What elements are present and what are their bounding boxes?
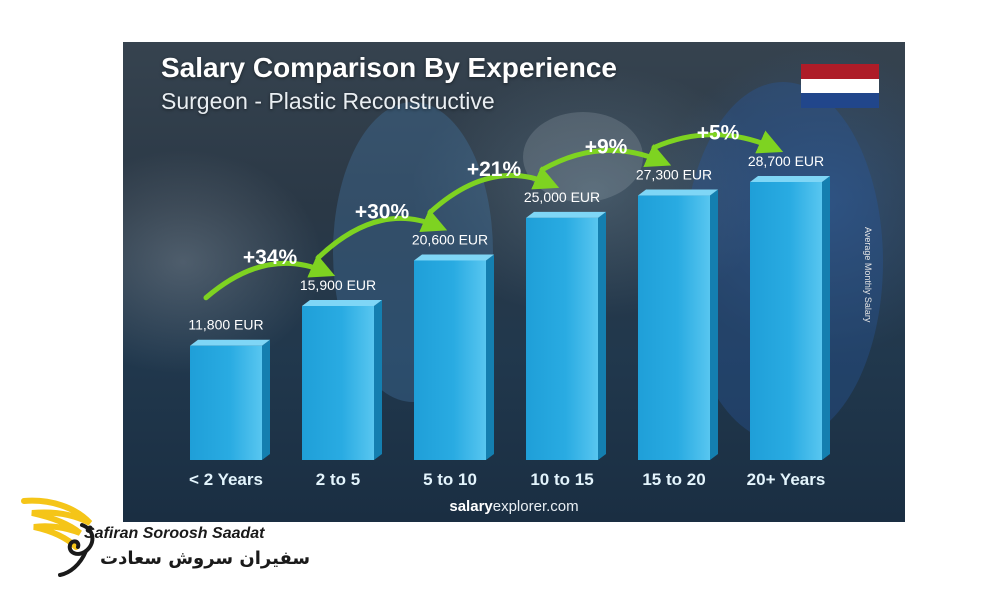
bar-side [822, 176, 830, 460]
bar-top [414, 254, 494, 261]
increase-arrow [203, 254, 336, 301]
netherlands-flag-icon [801, 64, 879, 108]
bar-top [302, 299, 382, 306]
bar-side [486, 254, 494, 460]
bar-side [262, 339, 270, 460]
bar-top [750, 176, 830, 182]
category-tick-label: 10 to 15 [530, 470, 593, 489]
bar [526, 217, 598, 460]
bar-value-label: 11,800 EUR [188, 317, 263, 333]
bar-value-label: 27,300 EUR [636, 167, 712, 183]
category-tick-label: 15 to 20 [642, 470, 705, 489]
increase-arrow [651, 130, 784, 154]
chart-title: Salary Comparison By Experience [161, 52, 617, 83]
source-rest: explorer.com [492, 498, 579, 515]
bar-value-label: 15,900 EUR [300, 277, 376, 293]
salary-chart-panel: 11,800 EUR < 2 Years 15,900 EUR 2 to 5 20,60… [123, 42, 905, 522]
bar [750, 182, 822, 460]
bar-side [374, 299, 382, 460]
category-tick-label: 5 to 10 [423, 470, 477, 489]
bar-value-label: 25,000 EUR [524, 189, 600, 205]
category-tick-label: 2 to 5 [316, 470, 360, 489]
source-link[interactable]: salaryexplorer.com [123, 498, 905, 515]
bar-value-label: 20,600 EUR [412, 231, 488, 247]
increase-percent-label: +21% [467, 158, 522, 181]
bar-top [638, 189, 718, 196]
increase-arrow [539, 144, 672, 173]
bar [638, 195, 710, 460]
bar-side [710, 189, 718, 460]
y-axis-label: Average Monthly Salary [863, 227, 873, 323]
increase-arrow [315, 209, 448, 261]
bar [302, 305, 374, 460]
bar-value-label: 28,700 EUR [748, 153, 824, 169]
increase-percent-label: +30% [355, 200, 410, 223]
bar-top [190, 339, 270, 346]
increase-percent-label: +34% [243, 246, 298, 269]
brand-logo: Safiran Soroosh Saadat سفیران سروش سعادت [20, 493, 310, 583]
increase-arrow [427, 166, 560, 215]
bar-top [526, 211, 606, 218]
bar [190, 345, 262, 460]
bar [414, 260, 486, 460]
category-tick-label: < 2 Years [189, 470, 263, 489]
brand-name-persian: سفیران سروش سعادت [100, 548, 311, 569]
bar-side [598, 211, 606, 460]
chart-subtitle: Surgeon - Plastic Reconstructive [161, 88, 495, 114]
increase-percent-label: +9% [585, 136, 628, 159]
category-tick-label: 20+ Years [747, 470, 826, 489]
brand-name-english: Safiran Soroosh Saadat [84, 525, 265, 542]
bar-chart: 11,800 EUR < 2 Years 15,900 EUR 2 to 5 20,60… [188, 122, 830, 489]
increase-percent-label: +5% [697, 122, 740, 145]
source-bold: salary [449, 498, 493, 515]
bird-wing-logo-icon [21, 497, 95, 577]
